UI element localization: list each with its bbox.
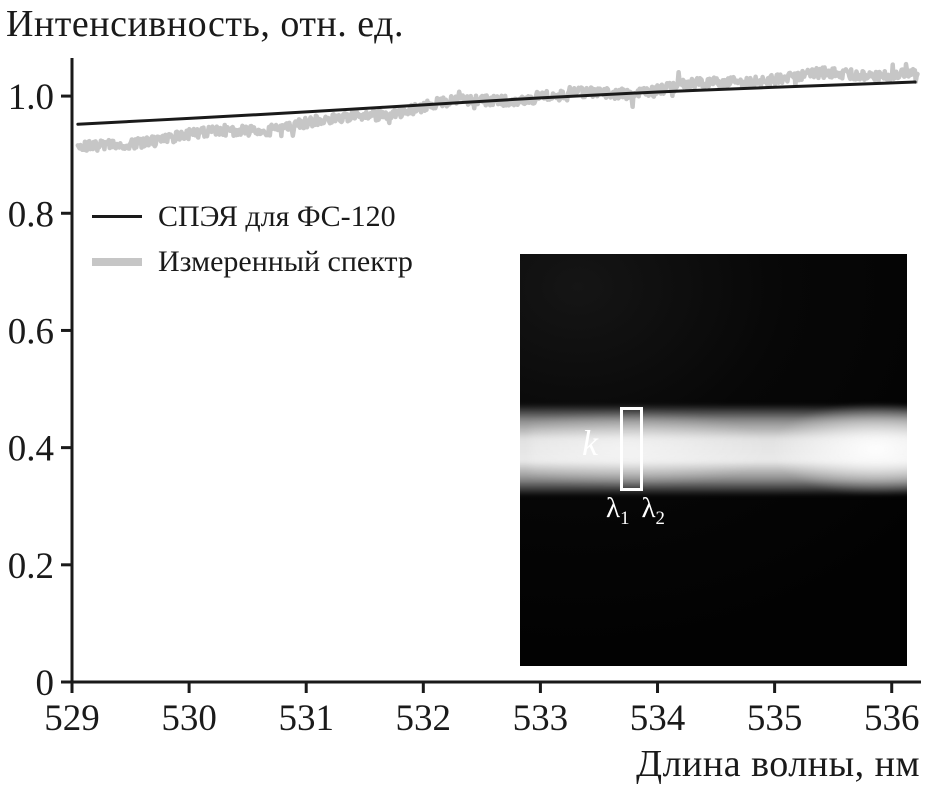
x-tick-label: 536	[864, 698, 920, 739]
y-tick-label: 0	[36, 663, 55, 704]
legend-item-spea: СПЭЯ для ФС-120	[92, 194, 413, 239]
wavelength-bound-labels: λ1 λ2	[606, 492, 665, 530]
legend-line-swatch-black	[92, 215, 142, 218]
y-tick-label: 0.2	[8, 546, 54, 587]
chart-legend: СПЭЯ для ФС-120 Измеренный спектр	[92, 194, 413, 284]
legend-label-spea: СПЭЯ для ФС-120	[158, 199, 396, 233]
legend-line-swatch-gray	[92, 257, 142, 266]
lambda2-label: λ2	[641, 492, 665, 529]
lambda1-label: λ1	[606, 492, 630, 529]
legend-item-measured: Измеренный спектр	[92, 239, 413, 284]
legend-label-measured: Измеренный спектр	[158, 244, 413, 278]
y-tick-label: 1.0	[8, 77, 54, 118]
y-tick-label: 0.8	[8, 194, 54, 235]
x-tick-label: 530	[161, 698, 217, 739]
integration-region-rect	[620, 407, 643, 491]
series-measured-spectrum-line	[75, 61, 920, 153]
x-tick-label: 535	[747, 698, 803, 739]
y-axis-title: Интенсивность, отн. ед.	[6, 3, 404, 45]
row-label-k: k	[582, 423, 598, 463]
x-axis-title: Длина волны, нм	[636, 743, 920, 785]
x-tick-label: 532	[396, 698, 452, 739]
series-spea-line	[76, 80, 917, 126]
band-bright-spot-right	[772, 404, 907, 494]
x-tick-label: 529	[44, 698, 100, 739]
band-bright-spot-left	[530, 412, 770, 486]
y-tick-label: 0.6	[8, 311, 54, 352]
x-tick-label: 534	[630, 698, 686, 739]
x-tick-label: 533	[513, 698, 569, 739]
y-tick-label: 0.4	[8, 429, 54, 470]
ccd-image-inset: k λ1 λ2	[520, 254, 907, 666]
x-tick-label: 531	[278, 698, 334, 739]
